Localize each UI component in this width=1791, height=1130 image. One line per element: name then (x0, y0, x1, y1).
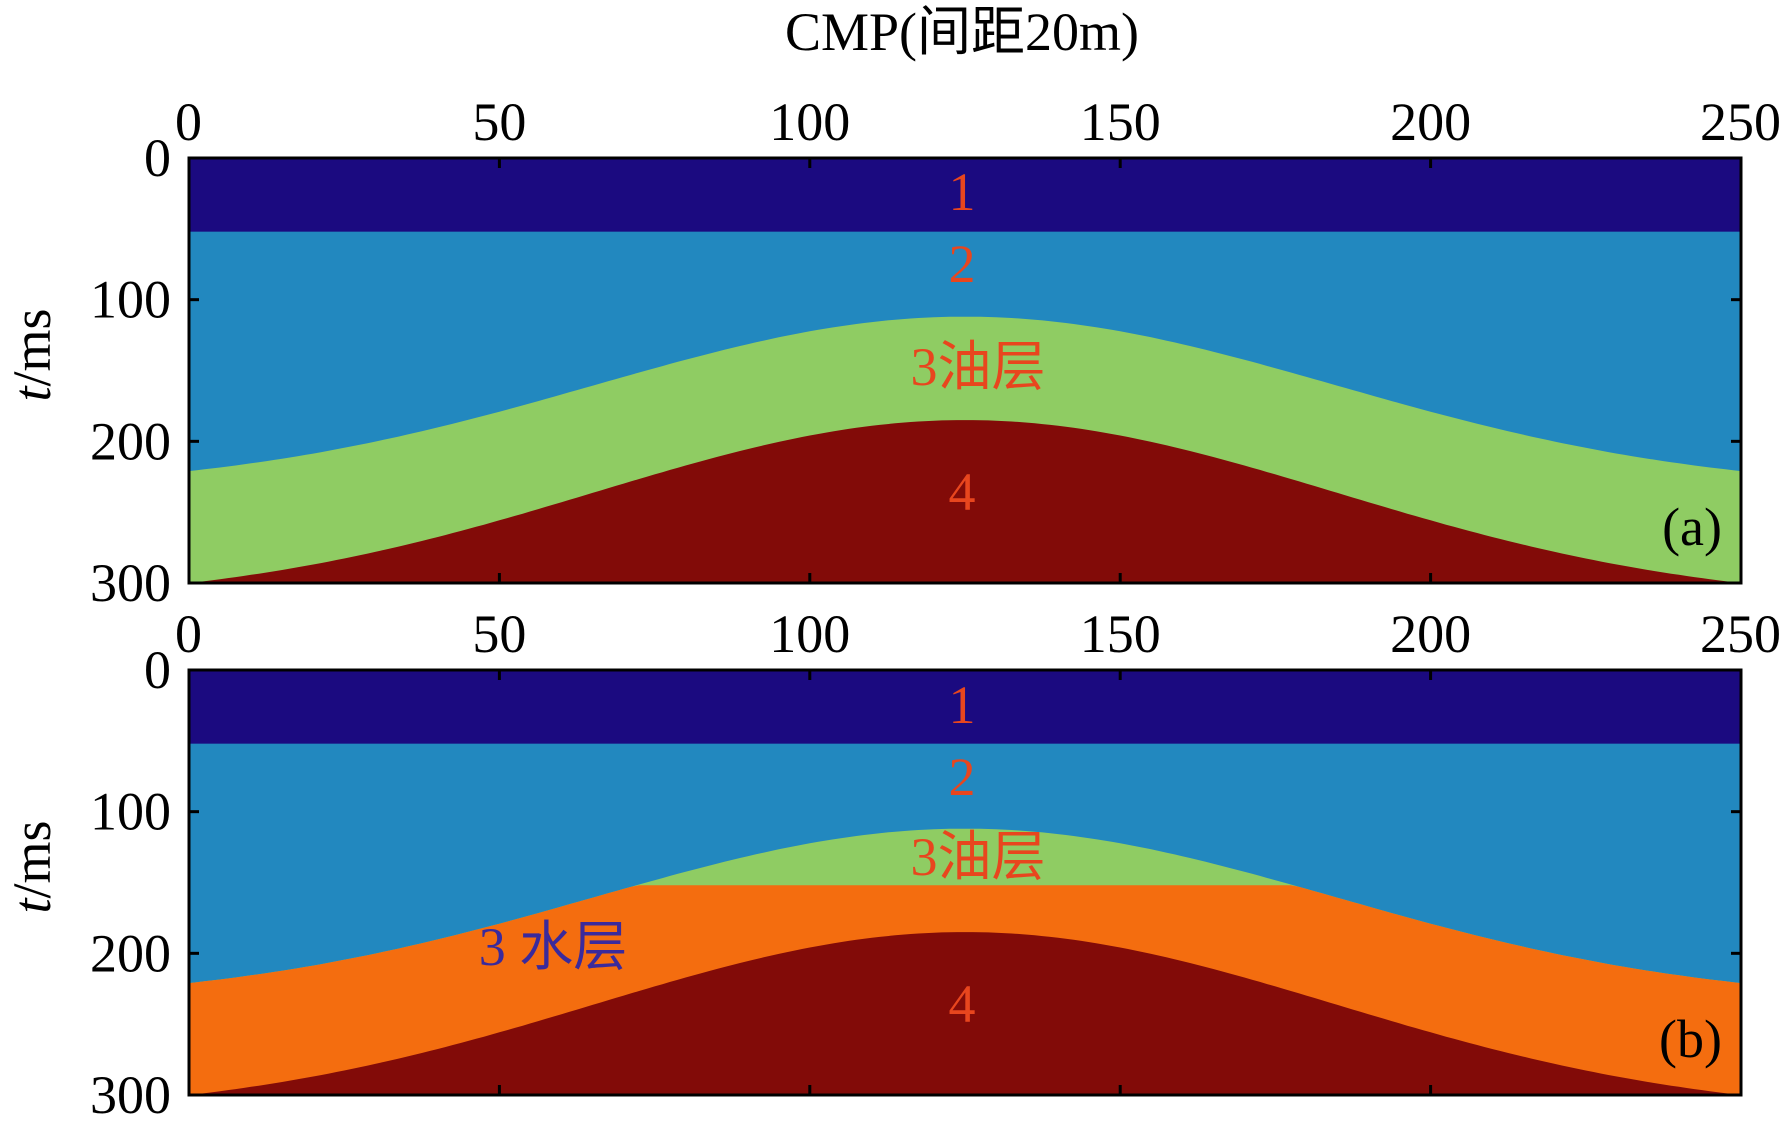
panel-a-frame (187, 156, 1743, 585)
y-tick-label: 200 (90, 923, 171, 983)
panel-a-layers (189, 158, 1741, 583)
panel-b-frame (187, 668, 1743, 1097)
x-tick-label: 150 (1080, 604, 1161, 664)
x-tick-label: 250 (1700, 92, 1781, 152)
layer-4-label: 4 (949, 974, 976, 1034)
x-tick-label: 0 (175, 92, 202, 152)
layer-1-label: 1 (949, 162, 976, 222)
y-tick-label: 0 (144, 640, 171, 700)
layer-1-area (189, 670, 1741, 744)
panel-b-ticks: 0 50 100 150 200 250 0 100 200 300 (90, 604, 1781, 1125)
panel-b: 0 50 100 150 200 250 0 100 200 300 1 2 3油层 3 水层 4… (90, 604, 1781, 1125)
y-tick-label: 300 (90, 1065, 171, 1125)
panel-a: 0 50 100 150 200 250 0 100 200 300 1 2 3油层 4 (a) (90, 92, 1781, 613)
layer-2-label: 2 (949, 234, 976, 294)
panel-b-label: (b) (1659, 1009, 1722, 1069)
x-tick-label: 200 (1390, 604, 1471, 664)
layer-1-label: 1 (949, 675, 976, 735)
y-axis-title-a: t/ms (2, 308, 62, 401)
y-axis-title-b: t/ms (2, 820, 62, 913)
x-tick-label: 50 (472, 604, 526, 664)
layer-3-oil-label: 3油层 (911, 337, 1046, 397)
x-tick-label: 0 (175, 604, 202, 664)
x-tick-label: 200 (1390, 92, 1471, 152)
layer-3-water-label: 3 水层 (479, 917, 628, 977)
y-axis-title-unit: /ms (2, 820, 62, 898)
y-axis-title-unit: /ms (2, 308, 62, 386)
x-tick-label: 250 (1700, 604, 1781, 664)
y-axis-title-italic: t (2, 897, 62, 914)
layer-1-area (189, 158, 1741, 232)
y-tick-label: 300 (90, 553, 171, 613)
y-tick-label: 0 (144, 128, 171, 188)
panel-a-label: (a) (1662, 497, 1722, 557)
y-tick-label: 200 (90, 411, 171, 471)
x-tick-label: 50 (472, 92, 526, 152)
layer-4-area (189, 420, 1741, 583)
layer-4-label: 4 (949, 462, 976, 522)
panel-b-layers (189, 670, 1741, 1095)
layer-2-label: 2 (949, 747, 976, 807)
x-tick-label: 150 (1080, 92, 1161, 152)
layer-3-oil-label: 3油层 (911, 827, 1046, 887)
y-axis-title-italic: t (2, 385, 62, 402)
layer-4-area (189, 932, 1741, 1095)
x-tick-label: 100 (769, 604, 850, 664)
panel-a-ticks: 0 50 100 150 200 250 0 100 200 300 (90, 92, 1781, 613)
y-tick-label: 100 (90, 270, 171, 330)
y-tick-label: 100 (90, 782, 171, 842)
x-axis-title: CMP(间距20m) (785, 2, 1139, 62)
x-tick-label: 100 (769, 92, 850, 152)
